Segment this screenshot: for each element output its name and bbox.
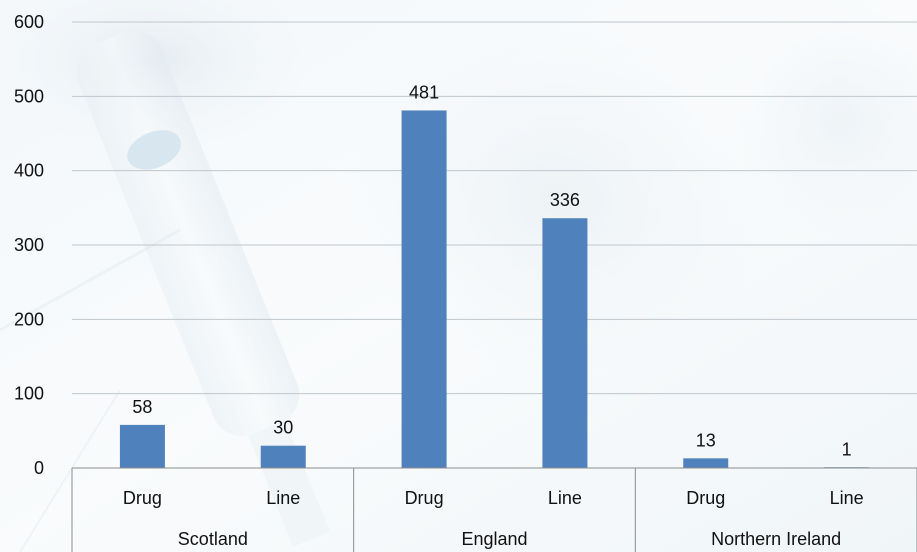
- bar-england-drug: [401, 110, 447, 468]
- x-group-label: England: [461, 529, 527, 549]
- x-group-label: Scotland: [178, 529, 248, 549]
- y-tick-label: 500: [14, 86, 44, 106]
- x-category-label: Drug: [405, 488, 444, 508]
- y-tick-label: 300: [14, 235, 44, 255]
- y-axis-ticks: 0 100 200 300 400 500 600: [14, 12, 44, 478]
- x-category-label: Drug: [686, 488, 725, 508]
- x-category-label: Line: [830, 488, 864, 508]
- y-tick-label: 0: [34, 458, 44, 478]
- data-label: 481: [409, 82, 439, 102]
- data-labels: 58 30 481 336 13 1: [132, 82, 851, 459]
- y-tick-label: 100: [14, 384, 44, 404]
- data-label: 1: [842, 439, 852, 459]
- y-tick-label: 600: [14, 12, 44, 32]
- bars: [119, 110, 870, 469]
- y-tick-label: 200: [14, 309, 44, 329]
- y-tick-label: 400: [14, 161, 44, 181]
- gridlines: [72, 21, 917, 469]
- x-category-label: Line: [266, 488, 300, 508]
- data-label: 13: [696, 430, 716, 450]
- x-category-label: Drug: [123, 488, 162, 508]
- data-label: 30: [273, 418, 293, 438]
- bar-scotland-line: [260, 445, 306, 468]
- x-axis: Drug Line Drug Line Drug Line Scotland England N…: [71, 467, 917, 552]
- data-label: 336: [550, 190, 580, 210]
- x-group-label: Northern Ireland: [711, 529, 841, 549]
- bar-england-line: [542, 218, 588, 468]
- bar-scotland-drug: [119, 424, 165, 468]
- data-label: 58: [132, 397, 152, 417]
- x-category-label: Line: [548, 488, 582, 508]
- bar-northern-ireland-drug: [683, 458, 729, 468]
